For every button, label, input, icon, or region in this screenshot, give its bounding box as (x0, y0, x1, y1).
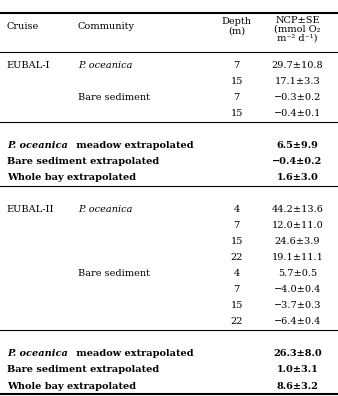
Text: 22: 22 (231, 317, 243, 326)
Text: meadow extrapolated: meadow extrapolated (73, 349, 193, 358)
Text: Bare sediment extrapolated: Bare sediment extrapolated (7, 366, 159, 375)
Text: meadow extrapolated: meadow extrapolated (73, 141, 193, 150)
Text: 7: 7 (234, 221, 240, 230)
Text: (m): (m) (228, 26, 245, 35)
Text: 29.7±10.8: 29.7±10.8 (272, 61, 323, 70)
Text: 4: 4 (234, 205, 240, 214)
Text: Whole bay extrapolated: Whole bay extrapolated (7, 381, 136, 390)
Text: 1.0±3.1: 1.0±3.1 (276, 366, 318, 375)
Text: 15: 15 (231, 77, 243, 86)
Text: P. oceanica: P. oceanica (7, 349, 68, 358)
Text: 44.2±13.6: 44.2±13.6 (271, 205, 323, 214)
Text: −0.3±0.2: −0.3±0.2 (274, 93, 321, 102)
Text: 26.3±8.0: 26.3±8.0 (273, 349, 322, 358)
Text: 7: 7 (234, 93, 240, 102)
Text: 12.0±11.0: 12.0±11.0 (271, 221, 323, 230)
Text: Bare sediment: Bare sediment (78, 93, 150, 102)
Text: m⁻² d⁻¹): m⁻² d⁻¹) (277, 33, 318, 42)
Text: 22: 22 (231, 253, 243, 262)
Text: 4: 4 (234, 269, 240, 278)
Text: Depth: Depth (222, 17, 251, 27)
Text: 15: 15 (231, 237, 243, 246)
Text: 8.6±3.2: 8.6±3.2 (276, 381, 318, 390)
Text: Whole bay extrapolated: Whole bay extrapolated (7, 173, 136, 182)
Text: P. oceanica: P. oceanica (78, 205, 132, 214)
Text: −3.7±0.3: −3.7±0.3 (274, 301, 321, 310)
Text: P. oceanica: P. oceanica (78, 61, 132, 70)
Text: Cruise: Cruise (7, 22, 39, 31)
Text: 7: 7 (234, 286, 240, 294)
Text: 17.1±3.3: 17.1±3.3 (274, 77, 320, 86)
Text: Bare sediment: Bare sediment (78, 269, 150, 278)
Text: 24.6±3.9: 24.6±3.9 (275, 237, 320, 246)
Text: (mmol O₂: (mmol O₂ (274, 25, 321, 34)
Text: EUBAL-I: EUBAL-I (7, 61, 50, 70)
Text: Community: Community (78, 22, 135, 31)
Text: −4.0±0.4: −4.0±0.4 (274, 286, 321, 294)
Text: 5.7±0.5: 5.7±0.5 (278, 269, 317, 278)
Text: −6.4±0.4: −6.4±0.4 (274, 317, 321, 326)
Text: NCP±SE: NCP±SE (275, 16, 320, 25)
Text: 7: 7 (234, 61, 240, 70)
Text: 15: 15 (231, 109, 243, 118)
Text: 15: 15 (231, 301, 243, 310)
Text: 1.6±3.0: 1.6±3.0 (276, 173, 318, 182)
Text: 6.5±9.9: 6.5±9.9 (276, 141, 318, 150)
Text: P. oceanica: P. oceanica (7, 141, 68, 150)
Text: −0.4±0.2: −0.4±0.2 (272, 157, 322, 166)
Text: 19.1±11.1: 19.1±11.1 (271, 253, 323, 262)
Text: Bare sediment extrapolated: Bare sediment extrapolated (7, 157, 159, 166)
Text: −0.4±0.1: −0.4±0.1 (274, 109, 321, 118)
Text: EUBAL-II: EUBAL-II (7, 205, 54, 214)
